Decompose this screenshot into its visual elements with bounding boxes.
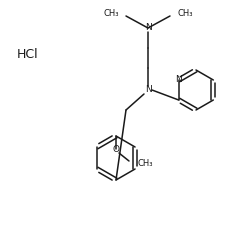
Text: CH₃: CH₃ <box>177 10 192 18</box>
Text: HCl: HCl <box>17 48 39 62</box>
Text: N: N <box>175 76 182 84</box>
Text: CH₃: CH₃ <box>137 158 152 168</box>
Text: CH₃: CH₃ <box>103 10 119 18</box>
Text: N: N <box>145 85 151 95</box>
Text: N: N <box>145 23 151 33</box>
Text: O: O <box>113 146 120 154</box>
